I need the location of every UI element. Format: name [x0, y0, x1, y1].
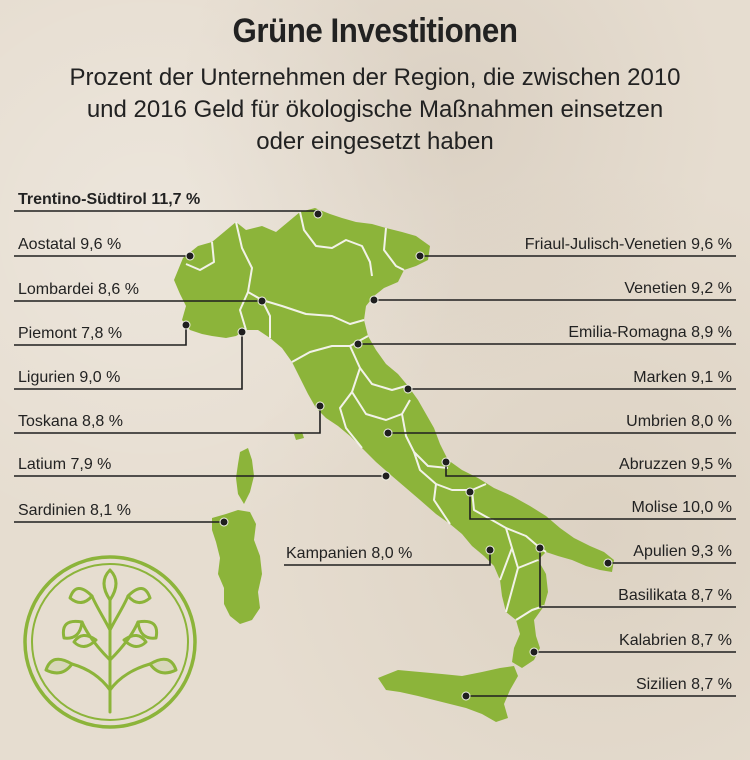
label-marken: Marken 9,1 %	[633, 369, 732, 386]
dot-molise	[465, 487, 475, 497]
subtitle-line-1: Prozent der Unternehmen der Region, die …	[69, 64, 681, 91]
dot-umbrien	[383, 428, 393, 438]
dot-marken	[403, 384, 413, 394]
region-borders	[185, 211, 547, 621]
leader-lines	[14, 210, 736, 697]
dot-lombardei	[257, 296, 267, 306]
dot-friaul	[415, 251, 425, 261]
label-friaul-julisch-venetien: Friaul-Julisch-Venetien 9,6 %	[524, 236, 732, 253]
dot-trentino	[313, 209, 323, 219]
subtitle-line-2: und 2016 Geld für ökologische Maßnahmen …	[86, 96, 664, 123]
label-molise: Molise 10,0 %	[631, 499, 733, 516]
label-latium: Latium 7,9 %	[18, 456, 112, 473]
leader-trentino	[14, 210, 319, 214]
leader-toskana	[14, 406, 321, 434]
label-sardinien: Sardinien 8,1 %	[18, 502, 131, 519]
dot-apulien	[603, 558, 613, 568]
label-toskana: Toskana 8,8 %	[18, 413, 123, 430]
label-kalabrien: Kalabrien 8,7 %	[619, 632, 732, 649]
dot-piemont	[181, 320, 191, 330]
leader-piemont	[14, 325, 187, 346]
leader-abruzzen	[445, 462, 736, 477]
label-basilikata: Basilikata 8,7 %	[618, 587, 732, 604]
dot-kampanien	[485, 545, 495, 555]
tree-icon	[23, 555, 197, 729]
dot-abruzzen	[441, 457, 451, 467]
leader-basilikata	[539, 548, 736, 608]
dot-ligurien	[237, 327, 247, 337]
dot-venetien	[369, 295, 379, 305]
dot-emilia	[353, 339, 363, 349]
dot-latium	[381, 471, 391, 481]
dot-kalabrien	[529, 647, 539, 657]
sardinia-shape	[212, 510, 262, 624]
label-venetien: Venetien 9,2 %	[624, 280, 732, 297]
subtitle-line-3: oder eingesetzt haben	[256, 128, 494, 155]
italy-mainland-shape	[174, 208, 614, 668]
leader-kampanien	[284, 550, 491, 566]
label-kampanien: Kampanien 8,0 %	[286, 545, 413, 562]
dot-toskana	[315, 401, 325, 411]
label-abruzzen: Abruzzen 9,5 %	[619, 456, 732, 473]
label-aostatal: Aostatal 9,6 %	[18, 236, 122, 253]
label-umbrien: Umbrien 8,0 %	[626, 413, 732, 430]
label-emilia-romagna: Emilia-Romagna 8,9 %	[568, 324, 732, 341]
label-trentino-suedtirol: Trentino-Südtirol 11,7 %	[18, 191, 201, 208]
dot-sardinien	[219, 517, 229, 527]
leader-ligurien	[14, 332, 243, 390]
label-piemont: Piemont 7,8 %	[18, 325, 123, 342]
dot-basilikata	[535, 543, 545, 553]
dot-sizilien	[461, 691, 471, 701]
elba-shape	[294, 432, 304, 440]
label-sizilien: Sizilien 8,7 %	[635, 676, 732, 693]
label-ligurien: Ligurien 9,0 %	[18, 369, 121, 386]
label-lombardei: Lombardei 8,6 %	[18, 281, 139, 298]
page-title: Grüne Investitionen	[232, 12, 518, 50]
marker-dots	[181, 209, 613, 701]
leader-molise	[469, 492, 736, 520]
label-apulien: Apulien 9,3 %	[633, 543, 732, 560]
page-subtitle: Prozent der Unternehmen der Region, die …	[25, 62, 725, 158]
dot-aostatal	[185, 251, 195, 261]
sicily-shape	[378, 666, 518, 722]
